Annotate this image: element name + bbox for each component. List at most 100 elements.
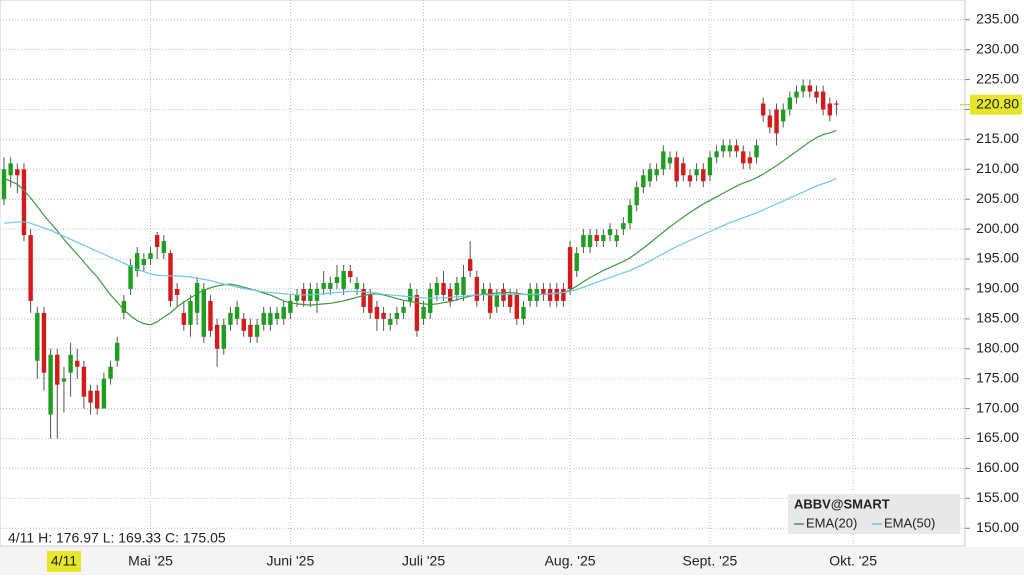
candle-body [654, 169, 659, 176]
ema-line [3, 129, 837, 326]
x-tick-label: Juni '25 [266, 553, 314, 569]
candle-body [521, 306, 526, 319]
candle-body [108, 366, 113, 379]
candle-body [148, 253, 153, 260]
candle-body [561, 288, 566, 301]
candle-body [467, 259, 473, 272]
candle-body [780, 109, 786, 122]
candle-body [800, 85, 806, 92]
candle-body [541, 288, 546, 295]
plot-area [0, 0, 966, 547]
candle-body [434, 282, 440, 295]
y-tick-label: 230.00 [976, 40, 1019, 56]
candle-body [201, 288, 206, 337]
y-tick-label: 225.00 [976, 70, 1019, 86]
candle-body [621, 223, 626, 230]
candle-body [254, 324, 260, 337]
candle-body [774, 109, 779, 134]
candle-body [128, 265, 133, 289]
candle-body [134, 253, 140, 272]
candle-body [288, 300, 293, 313]
candle-body [41, 312, 47, 373]
y-tick-label: 180.00 [976, 339, 1019, 355]
y-tick-label: 185.00 [976, 310, 1019, 326]
candle-body [581, 235, 586, 248]
y-tick-label: 160.00 [976, 459, 1019, 475]
last-price-label: 220.80 [976, 95, 1019, 111]
candle-body [188, 300, 193, 325]
candle-body [487, 288, 493, 313]
candle-body [761, 103, 766, 116]
candle-body [567, 247, 573, 289]
last-price-box [970, 94, 1022, 115]
candle-body [368, 294, 373, 313]
candle-body [361, 288, 366, 307]
candle-body [754, 145, 759, 158]
candle-body [827, 103, 833, 116]
candle-body [161, 241, 167, 254]
candle-body [281, 306, 286, 319]
legend-box [788, 494, 960, 534]
candle-body [374, 306, 380, 319]
candle-body [594, 235, 599, 242]
candle-body [514, 294, 519, 319]
candle-body [381, 312, 386, 319]
candle-body [494, 294, 500, 307]
legend-label: EMA(50) [884, 515, 935, 530]
y-tick-label: 165.00 [976, 429, 1019, 445]
candle-body [221, 324, 226, 349]
info-text: 4/11 H: 176.97 L: 169.33 C: 175.05 [8, 530, 226, 546]
candle-body [547, 288, 553, 301]
candle-body [428, 288, 433, 313]
candle-body [647, 169, 653, 182]
candle-body [261, 312, 266, 325]
ema-line [3, 177, 837, 299]
candle-body [15, 169, 20, 176]
candle-body [141, 259, 147, 266]
candle-body [614, 235, 619, 242]
candle-body [481, 288, 486, 295]
candle-body [61, 378, 67, 382]
axes: 150.00 155.00 160.00 165.00 170.00 175.00 180.… [46, 10, 1022, 572]
candle-body [701, 169, 706, 182]
candle-body [741, 151, 746, 164]
candle-body [441, 282, 446, 295]
candle-body [174, 288, 180, 295]
candle-body [48, 354, 53, 415]
crosshair-label: 4/11 [51, 553, 77, 569]
candle-body [674, 157, 679, 182]
x-tick-label: Juli '25 [402, 553, 445, 569]
y-tick-label: 170.00 [976, 399, 1019, 415]
candle-body [348, 271, 353, 277]
y-tick-label: 155.00 [976, 489, 1019, 505]
candle-body [414, 294, 420, 331]
candle-body [214, 324, 220, 349]
candle-body [727, 145, 733, 152]
x-tick-label: Sept. '25 [683, 553, 738, 569]
candle-body [667, 157, 673, 164]
candle-body [354, 282, 360, 289]
crosshair-box [46, 551, 81, 572]
candle-body [607, 229, 613, 236]
candle-body [115, 342, 120, 361]
y-tick-label: 150.00 [976, 519, 1019, 535]
x-tick-label: Aug. '25 [545, 553, 596, 569]
candle-body [228, 312, 233, 325]
candle-body [341, 271, 346, 289]
candle-body [88, 390, 93, 403]
candle-body [81, 366, 87, 397]
candle-body [454, 282, 460, 295]
candle-body [294, 294, 300, 301]
candle-body [328, 282, 333, 289]
candle-body [554, 288, 559, 301]
candle-body [55, 354, 60, 385]
candle-body [394, 312, 400, 319]
candle-body [814, 91, 819, 98]
candle-body [21, 169, 27, 236]
candle-body [707, 157, 713, 176]
y-tick-label: 200.00 [976, 220, 1019, 236]
candle-body [834, 103, 839, 105]
legend: ABBV@SMART EMA(20) EMA(50) [788, 494, 960, 534]
candle-body [248, 324, 253, 337]
candle-body [35, 312, 40, 361]
